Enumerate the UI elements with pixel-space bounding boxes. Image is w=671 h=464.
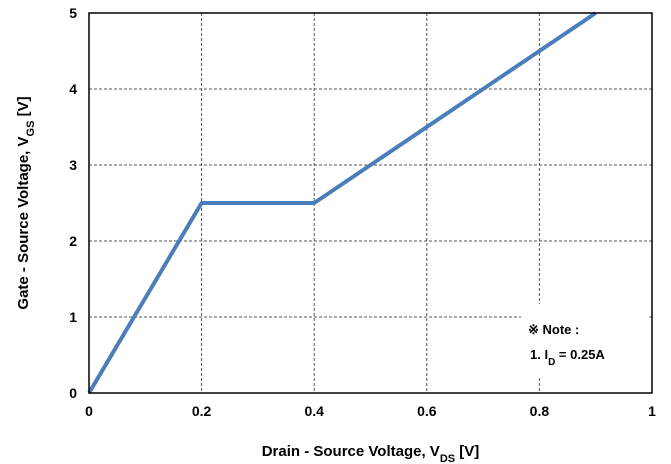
note-line-suffix: = 0.25A (555, 347, 605, 362)
y-axis-title-main: Gate - Source Voltage, V (15, 136, 32, 309)
tick-labels: 0 0.2 0.4 0.6 0.8 1 0 1 2 3 4 5 (69, 5, 656, 419)
y-tick-label: 4 (69, 81, 77, 97)
x-tick-label: 0 (85, 403, 93, 419)
x-tick-label: 0.6 (417, 403, 437, 419)
series-group (87, 11, 597, 395)
x-axis-title: Drain - Source Voltage, VDS [V] (262, 443, 480, 464)
x-axis-title-sub: DS (440, 453, 455, 464)
series-line (87, 11, 597, 395)
y-tick-label: 5 (69, 5, 77, 21)
note-line: 1. ID = 0.25A (530, 347, 605, 368)
y-tick-label: 1 (69, 309, 77, 325)
note-title: ※ Note : (528, 322, 579, 337)
y-axis-title: Gate - Source Voltage, VGS [V] (15, 96, 37, 309)
y-tick-label: 2 (69, 233, 77, 249)
x-tick-label: 0.2 (192, 403, 212, 419)
plot-frame (88, 12, 653, 394)
y-axis-title-unit: [V] (15, 96, 32, 120)
x-tick-label: 0.8 (530, 403, 550, 419)
y-tick-label: 3 (69, 157, 77, 173)
x-axis-title-main: Drain - Source Voltage, V (262, 443, 440, 460)
x-tick-label: 0.4 (304, 403, 324, 419)
x-tick-label: 1 (648, 403, 656, 419)
note-line-sub: D (548, 357, 555, 368)
x-axis-title-unit: [V] (455, 443, 479, 460)
y-axis-title-sub: GS (25, 121, 37, 137)
note-box (521, 304, 649, 376)
note-line-prefix: 1. I (530, 347, 548, 362)
y-tick-label: 0 (69, 385, 77, 401)
